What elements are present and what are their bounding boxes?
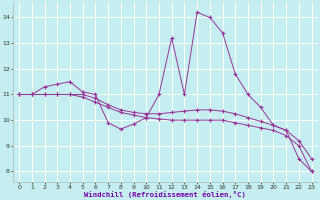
X-axis label: Windchill (Refroidissement éolien,°C): Windchill (Refroidissement éolien,°C): [84, 191, 246, 198]
